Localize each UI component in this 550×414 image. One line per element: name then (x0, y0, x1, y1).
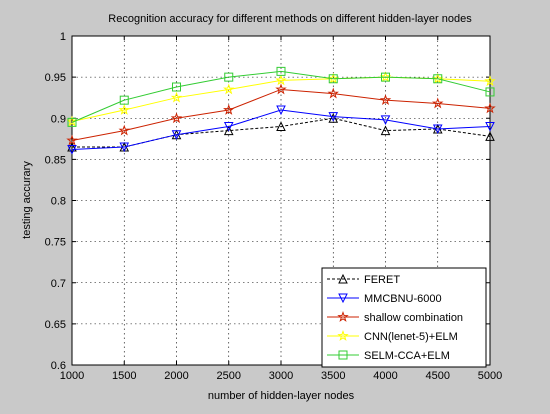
data-point (381, 72, 390, 82)
legend-marker (338, 350, 348, 360)
series-shallow-combination (66, 83, 496, 146)
series-line (71, 109, 491, 150)
data-point (172, 82, 181, 92)
legend-label: FERET (364, 274, 400, 286)
legend-marker (338, 273, 348, 284)
series-line (71, 88, 491, 141)
data-point (66, 115, 78, 127)
data-point (485, 131, 495, 141)
data-point (380, 125, 391, 136)
legend-label: CNN(lenet-5)+ELM (364, 331, 458, 343)
y-tick-label: 0.6 (51, 360, 66, 372)
legend-label: shallow combination (364, 312, 463, 324)
x-tick-label: 5000 (478, 370, 502, 382)
axis-ticks: 1000 1500 2000 2500 3000 3500 4000 4500 5000 0.6 0… (45, 31, 503, 382)
data-point (66, 134, 78, 146)
data-point (484, 102, 496, 114)
y-tick-label: 0.65 (45, 319, 66, 331)
series-line (71, 70, 491, 123)
legend-marker (337, 310, 349, 322)
data-point (223, 103, 235, 115)
data-point (67, 141, 77, 152)
chart-title: Recognition accuracy for different metho… (108, 13, 472, 25)
data-point (170, 91, 183, 103)
x-axis-label: number of hidden-layer nodes (208, 390, 355, 402)
data-point (276, 66, 286, 76)
x-tick-label: 1000 (60, 370, 84, 382)
data-point (328, 113, 339, 123)
series-layer (66, 66, 496, 155)
data-point (170, 112, 183, 124)
x-tick-label: 3000 (269, 370, 293, 382)
data-point (119, 95, 129, 105)
legend-marker (337, 329, 349, 341)
data-point (276, 105, 286, 116)
data-point (380, 115, 391, 126)
data-point (171, 130, 182, 140)
data-point (432, 124, 443, 135)
data-point (223, 125, 234, 136)
data-point (432, 72, 444, 84)
data-point (223, 121, 234, 132)
legend-marker (338, 293, 348, 304)
data-point (67, 145, 77, 155)
data-point (276, 121, 286, 131)
data-point (379, 94, 392, 106)
y-tick-label: 0.7 (51, 278, 66, 290)
data-point (223, 83, 235, 95)
legend: FERET MMCBNU-6000 shallow combination CNN(l… (321, 267, 487, 368)
series-mmcbnu-6000 (67, 105, 495, 155)
x-tick-label: 2000 (164, 370, 188, 382)
data-point (484, 75, 496, 87)
data-point (433, 74, 443, 84)
y-axis-label: testing accurary (21, 161, 33, 239)
data-point (485, 87, 495, 97)
data-point (118, 103, 130, 115)
legend-label: MMCBNU-6000 (364, 293, 442, 305)
y-tick-label: 0.8 (51, 196, 66, 208)
y-tick-label: 0.95 (45, 72, 66, 84)
data-point (327, 87, 339, 99)
data-point (275, 83, 287, 95)
data-point (432, 97, 444, 109)
y-tick-label: 0.75 (45, 237, 66, 249)
data-point (328, 112, 339, 122)
data-point (379, 71, 392, 83)
x-tick-label: 4500 (426, 370, 450, 382)
data-point (224, 72, 234, 82)
legend-label: SELM-CCA+ELM (364, 350, 450, 362)
x-tick-label: 3500 (321, 370, 345, 382)
data-point (485, 121, 495, 132)
y-tick-label: 0.9 (51, 113, 66, 125)
y-tick-label: 0.85 (45, 154, 66, 166)
x-tick-label: 2500 (217, 370, 241, 382)
data-point (67, 117, 77, 127)
x-tick-label: 4000 (373, 370, 397, 382)
data-point (119, 142, 130, 153)
y-tick-label: 1 (60, 31, 66, 43)
series-selm-cca-elm (67, 66, 495, 127)
data-point (275, 74, 287, 86)
data-point (118, 124, 130, 136)
x-tick-label: 1500 (112, 370, 136, 382)
data-point (328, 74, 338, 84)
data-point (327, 72, 339, 84)
